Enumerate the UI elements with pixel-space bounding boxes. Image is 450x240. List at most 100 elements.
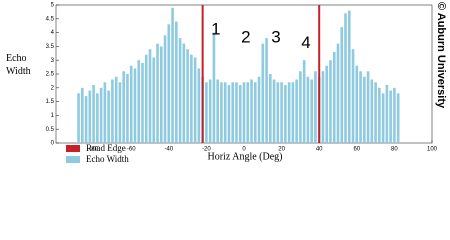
bar [141, 62, 144, 143]
x-tick-label: -40 [164, 147, 173, 153]
x-tick-label: -20 [202, 147, 211, 153]
x-tick-label: 40 [316, 147, 323, 153]
bar [238, 85, 242, 143]
bar [336, 43, 340, 143]
bar [378, 87, 381, 143]
bar [393, 87, 396, 143]
bar [332, 51, 336, 143]
bar [276, 82, 280, 143]
bar [250, 79, 253, 143]
bar [193, 57, 197, 143]
bar [175, 21, 178, 144]
bar [205, 82, 208, 143]
x-tick-label: 60 [353, 147, 360, 153]
page: Horiz Angle (Deg) © Auburn University Ro… [6, 2, 448, 165]
bar [235, 82, 238, 143]
bar [171, 7, 174, 144]
bar [216, 79, 219, 143]
x-tick-label: -60 [127, 147, 136, 153]
x-tick-label: 100 [427, 147, 438, 153]
bar [107, 90, 110, 143]
bar [137, 60, 141, 144]
bar [310, 79, 313, 143]
bar [92, 85, 95, 143]
bar [144, 54, 148, 143]
bar [242, 82, 246, 143]
bar [220, 82, 223, 143]
x-axis-label: Horiz Angle (Deg) [208, 151, 283, 162]
bar [366, 71, 370, 143]
bar [325, 65, 329, 143]
annotation: 2 [241, 28, 250, 47]
bar [381, 93, 385, 143]
x-tick-label: 0 [242, 147, 246, 153]
annotation: 3 [271, 28, 280, 47]
bar [178, 38, 182, 144]
bar [197, 68, 201, 143]
y-tick-label: 2 [51, 85, 55, 91]
bar [396, 93, 400, 143]
bar [118, 82, 122, 143]
chart: Horiz Angle (Deg) © Auburn University Ro… [46, 2, 447, 164]
bar [126, 74, 129, 143]
annotation: 1 [211, 19, 220, 38]
bar [129, 65, 133, 143]
bar [344, 13, 347, 144]
bar [351, 49, 355, 143]
y-tick-label: 4 [51, 30, 55, 36]
bar [253, 82, 257, 143]
x-tick-label: 20 [278, 147, 285, 153]
bar [156, 43, 159, 143]
bar [111, 79, 114, 143]
bar [231, 82, 235, 143]
bar [284, 85, 287, 143]
bar [370, 79, 374, 143]
bar [302, 60, 306, 144]
bar [84, 96, 88, 143]
bar [159, 46, 163, 143]
bar [227, 85, 231, 143]
bar [347, 10, 351, 143]
bar [257, 76, 261, 143]
bar [88, 90, 92, 143]
bar [374, 82, 377, 143]
bar [355, 65, 359, 143]
bar [167, 24, 171, 143]
legend-label: Road Edge [86, 143, 126, 153]
bar [212, 32, 216, 143]
bar [363, 76, 366, 143]
bar [246, 82, 250, 143]
bar [182, 43, 186, 143]
bar [99, 87, 103, 143]
bar [190, 54, 193, 143]
y-tick-label: 3 [51, 58, 55, 64]
annotation: 4 [301, 33, 310, 52]
bar [96, 93, 99, 143]
bar [359, 71, 362, 143]
y-axis-label: Echo Width [6, 53, 31, 77]
bar [272, 79, 276, 143]
bar [261, 43, 265, 143]
bar [152, 57, 156, 143]
legend-swatch [66, 156, 80, 163]
bar [291, 82, 295, 143]
credit: © Auburn University [435, 2, 447, 109]
bar [389, 90, 392, 143]
bar [77, 93, 80, 143]
bar [223, 82, 227, 143]
y-tick-label: 4.5 [46, 16, 55, 22]
bar [265, 38, 268, 144]
bar [122, 71, 125, 143]
bar [329, 60, 332, 144]
y-tick-label: 1 [51, 113, 55, 119]
bar [133, 68, 137, 143]
bar [385, 85, 389, 143]
bar [299, 71, 302, 143]
bar [321, 71, 325, 143]
legend-label: Echo Width [86, 154, 129, 164]
y-tick-label: 0.5 [46, 127, 55, 133]
bar [103, 82, 107, 143]
bar [314, 71, 317, 143]
legend-swatch [66, 145, 80, 152]
y-tick-label: 2.5 [46, 72, 55, 78]
